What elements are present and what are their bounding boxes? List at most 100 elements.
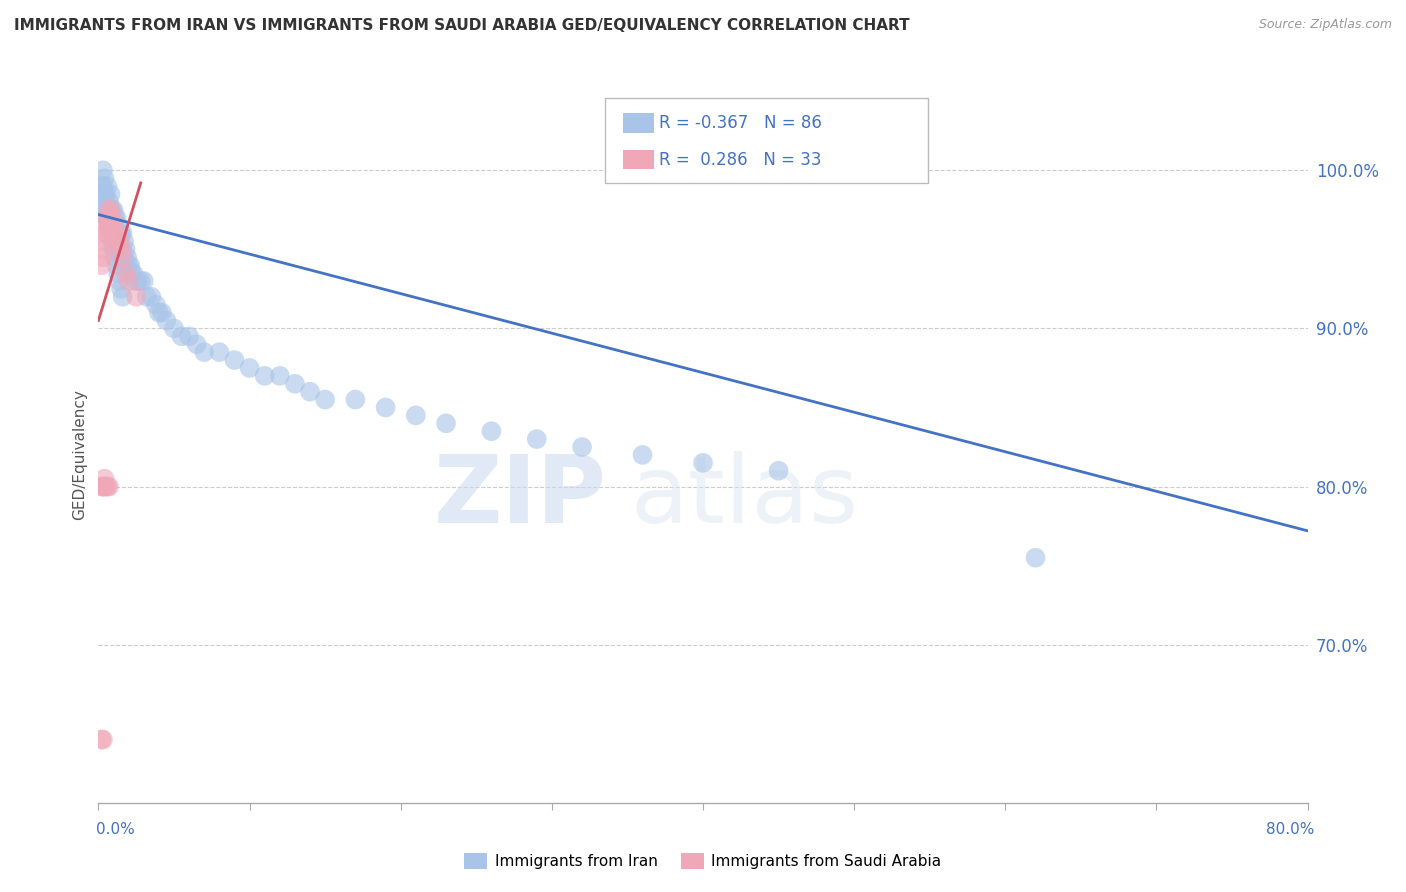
Point — [98, 219, 121, 233]
Point — [155, 313, 177, 327]
Point — [150, 305, 173, 319]
Point — [405, 409, 427, 423]
Point — [114, 266, 136, 280]
Point — [108, 243, 131, 257]
Text: 80.0%: 80.0% — [1267, 822, 1315, 837]
Point — [101, 211, 124, 225]
Point — [93, 243, 115, 257]
Point — [163, 321, 186, 335]
Point — [91, 479, 114, 493]
Point — [94, 479, 117, 493]
Point — [93, 479, 115, 493]
Point — [571, 440, 593, 454]
Point — [100, 227, 122, 241]
Point — [208, 345, 231, 359]
Point — [101, 202, 124, 217]
Point — [112, 250, 135, 264]
Point — [104, 250, 127, 264]
Point — [90, 194, 112, 209]
Point — [692, 456, 714, 470]
Point — [103, 219, 125, 233]
Point — [186, 337, 208, 351]
Point — [96, 202, 118, 217]
Text: R =  0.286   N = 33: R = 0.286 N = 33 — [659, 151, 823, 169]
Point — [112, 235, 135, 249]
Point — [115, 250, 138, 264]
Point — [96, 479, 118, 493]
Point — [132, 274, 155, 288]
Point — [101, 227, 124, 241]
Point — [100, 187, 122, 202]
Point — [239, 361, 262, 376]
Point — [98, 479, 121, 493]
Text: Source: ZipAtlas.com: Source: ZipAtlas.com — [1258, 18, 1392, 31]
Point — [193, 345, 215, 359]
Point — [94, 187, 117, 202]
Point — [103, 243, 125, 257]
Text: IMMIGRANTS FROM IRAN VS IMMIGRANTS FROM SAUDI ARABIA GED/EQUIVALENCY CORRELATION: IMMIGRANTS FROM IRAN VS IMMIGRANTS FROM … — [14, 18, 910, 33]
Point — [100, 202, 122, 217]
Point — [105, 227, 128, 241]
Point — [224, 353, 246, 368]
Point — [434, 417, 457, 431]
Point — [148, 305, 170, 319]
Point — [90, 258, 112, 272]
Point — [103, 202, 125, 217]
Point — [101, 235, 124, 249]
Point — [110, 243, 132, 257]
Point — [631, 448, 654, 462]
Point — [127, 274, 149, 288]
Point — [90, 732, 112, 747]
Point — [110, 282, 132, 296]
Point — [107, 266, 129, 280]
Point — [105, 258, 128, 272]
Point — [98, 219, 121, 233]
Point — [94, 211, 117, 225]
Point — [94, 202, 117, 217]
Y-axis label: GED/Equivalency: GED/Equivalency — [72, 390, 87, 520]
Point — [90, 179, 112, 194]
Point — [284, 376, 307, 391]
Text: 0.0%: 0.0% — [96, 822, 135, 837]
Point — [100, 202, 122, 217]
Point — [96, 211, 118, 225]
Point — [105, 211, 128, 225]
Point — [98, 194, 121, 209]
Point — [526, 432, 548, 446]
Point — [108, 235, 131, 249]
Point — [93, 227, 115, 241]
Point — [96, 179, 118, 194]
Point — [104, 211, 127, 225]
Point — [93, 187, 115, 202]
Point — [111, 227, 134, 241]
Point — [374, 401, 396, 415]
Point — [108, 274, 131, 288]
Point — [135, 290, 157, 304]
Point — [100, 211, 122, 225]
Point — [269, 368, 291, 383]
Point — [122, 266, 145, 280]
Point — [94, 235, 117, 249]
Text: atlas: atlas — [630, 450, 859, 542]
Point — [141, 290, 163, 304]
Point — [103, 219, 125, 233]
Point — [253, 368, 276, 383]
Point — [111, 290, 134, 304]
Point — [91, 250, 114, 264]
Point — [121, 266, 143, 280]
Point — [768, 464, 790, 478]
Point — [111, 250, 134, 264]
Point — [314, 392, 336, 407]
Point — [120, 258, 142, 272]
Point — [110, 227, 132, 241]
Point — [98, 202, 121, 217]
Point — [481, 424, 503, 438]
Legend: Immigrants from Iran, Immigrants from Saudi Arabia: Immigrants from Iran, Immigrants from Sa… — [458, 847, 948, 875]
Point — [129, 274, 152, 288]
Point — [125, 290, 148, 304]
Point — [299, 384, 322, 399]
Point — [118, 258, 141, 272]
Point — [91, 179, 114, 194]
Point — [104, 235, 127, 249]
Point — [104, 227, 127, 241]
